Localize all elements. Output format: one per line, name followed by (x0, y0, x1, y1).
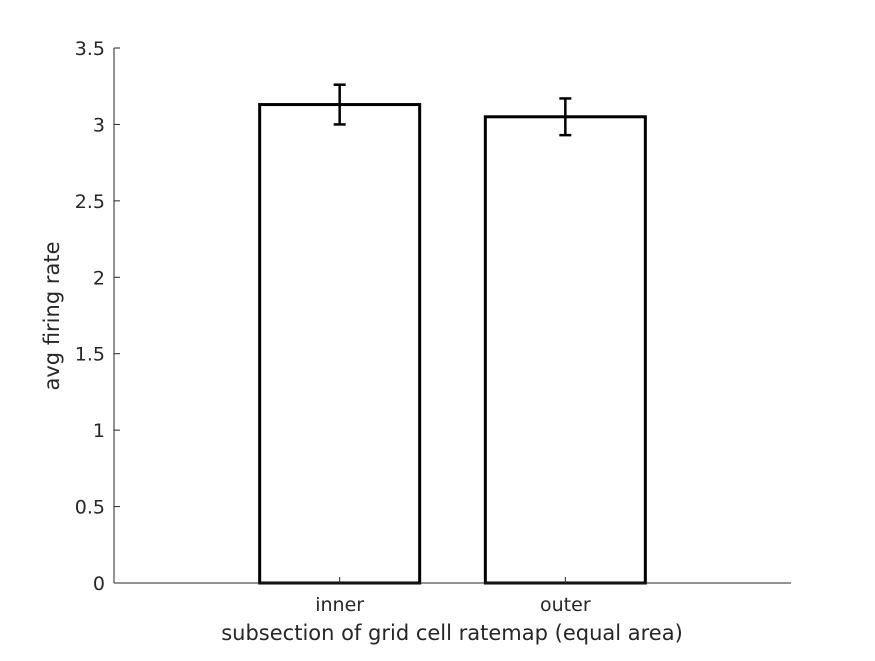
x-tick-label-inner: inner (315, 594, 364, 616)
axes-layer (113, 47, 791, 584)
error-bars-layer (333, 83, 572, 137)
bar-outer (483, 115, 647, 585)
y-tick-label: 3 (93, 114, 105, 136)
y-tick-label: 0 (93, 573, 105, 595)
labels-layer: inner outer 0 0.5 1 1.5 2 2.5 3 3.5 (75, 38, 591, 616)
y-tick-label: 3.5 (75, 38, 105, 60)
y-axis-title: avg firing rate (40, 242, 64, 391)
bars-layer (258, 103, 647, 585)
bar-inner (258, 103, 422, 585)
y-tick-label: 1.5 (75, 344, 105, 366)
x-axis-title: subsection of grid cell ratemap (equal a… (221, 621, 683, 645)
y-tick-label: 1 (93, 420, 105, 442)
y-tick-label: 2 (93, 267, 105, 289)
y-tick-label: 2.5 (75, 191, 105, 213)
x-tick-label-outer: outer (540, 594, 591, 616)
y-tick-label: 0.5 (75, 497, 105, 519)
